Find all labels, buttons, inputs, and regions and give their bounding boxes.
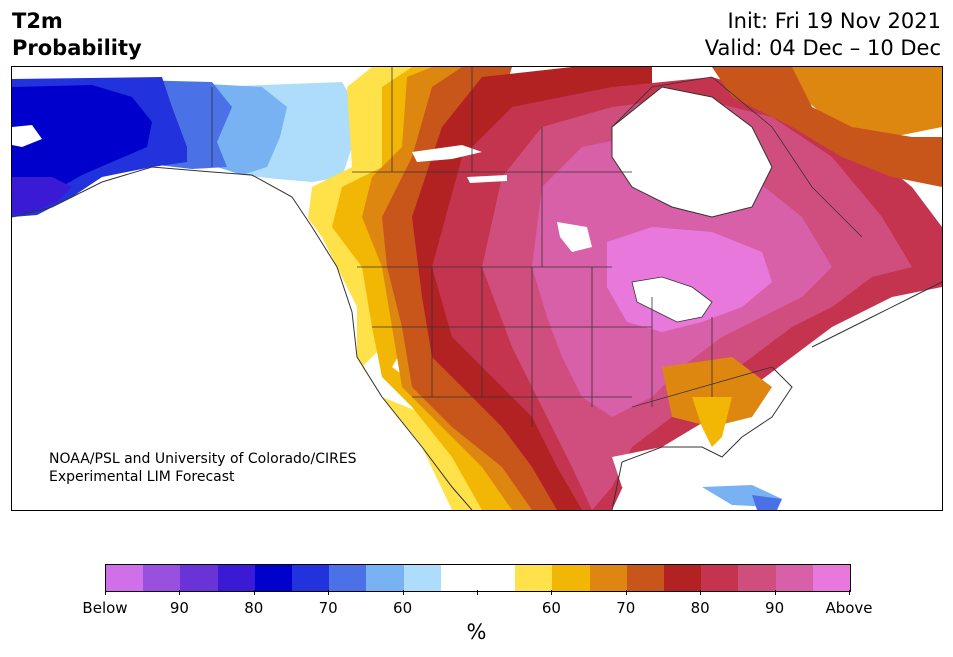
colorbar-cell [626,565,665,591]
colorbar-cell [478,565,516,591]
colorbar-tick-label: 90 [169,599,189,617]
region-se-gold [692,397,732,447]
pacific-ocean [12,187,442,510]
colorbar-tick-label: Above [825,599,873,617]
colorbar-tick [700,590,702,595]
map-svg [12,67,942,510]
title-line-1: T2m [12,9,63,33]
colorbar-cell [217,565,255,591]
colorbar-tick [179,590,181,595]
atlantic-ocean [772,297,942,510]
forecast-credit: NOAA/PSL and University of Colorado/CIRE… [49,450,357,486]
region-white-aleutian [12,125,42,147]
forecast-dates: Init: Fri 19 Nov 2021 Valid: 04 Dec – 10… [705,8,941,62]
colorbar-cell [589,565,627,591]
colorbar-cell [701,565,739,591]
lake-patch-1 [412,145,482,162]
credit-line-1: NOAA/PSL and University of Colorado/CIRE… [49,451,357,467]
colorbar-tick [328,590,330,595]
colorbar-tick [477,590,478,595]
region-ne-rust [712,67,942,187]
colorbar-cell [440,565,479,591]
valid-range: Valid: 04 Dec – 10 Dec [704,36,941,60]
colorbar-tick [625,590,627,595]
colorbar-cell [106,565,144,591]
gulf-of-mexico [612,447,712,497]
colorbar-cell [812,565,851,591]
region-ne-orange [772,67,942,137]
colorbar-tick-label: 60 [541,599,561,617]
region-violet [12,177,72,215]
colorbar-tick [551,590,553,595]
colorbar-cell [664,565,702,591]
colorbar-cell [180,565,218,591]
colorbar-tick-label: Below [82,599,128,617]
colorbar-tick [105,590,106,595]
probability-map [11,66,943,511]
lake-patch-2 [467,175,507,183]
coastlines [12,86,942,510]
colorbar-tick [253,590,255,595]
great-lakes [631,276,713,323]
colorbar-cell [143,565,181,591]
colorbar-tick-label: 70 [318,599,338,617]
init-date: Init: Fri 19 Nov 2021 [727,9,941,33]
colorbar-tick-label: 70 [616,599,636,617]
colorbar-tick [402,590,404,595]
colorbar-tick-label: 80 [244,599,264,617]
colorbar-cell [403,565,441,591]
colorbar-cell [552,565,590,591]
colorbar-tick [849,590,850,595]
colorbar-cell [738,565,776,591]
colorbar-cell [515,565,553,591]
region-cuba-dark [752,495,782,510]
colorbar-tick-label: 60 [393,599,413,617]
colorbar-cell [775,565,813,591]
map-title: T2m Probability [12,8,142,62]
political-borders [211,67,863,427]
credit-line-2: Experimental LIM Forecast [49,469,235,485]
colorbar-cell [366,565,404,591]
colorbar-tick-label: 80 [690,599,710,617]
lake-patch-3 [557,222,592,252]
title-line-2: Probability [12,36,142,60]
colorbar-tick [774,590,776,595]
region-deep-blue [12,85,152,207]
colorbar-unit: % [466,620,487,644]
colorbar-cell [292,565,330,591]
colorbar-cell [254,565,293,591]
hudson-bay [612,87,772,217]
colorbar-cell [329,565,367,591]
colorbar-ticks [105,590,851,598]
colorbar [105,564,851,592]
colorbar-tick-label: 90 [765,599,785,617]
